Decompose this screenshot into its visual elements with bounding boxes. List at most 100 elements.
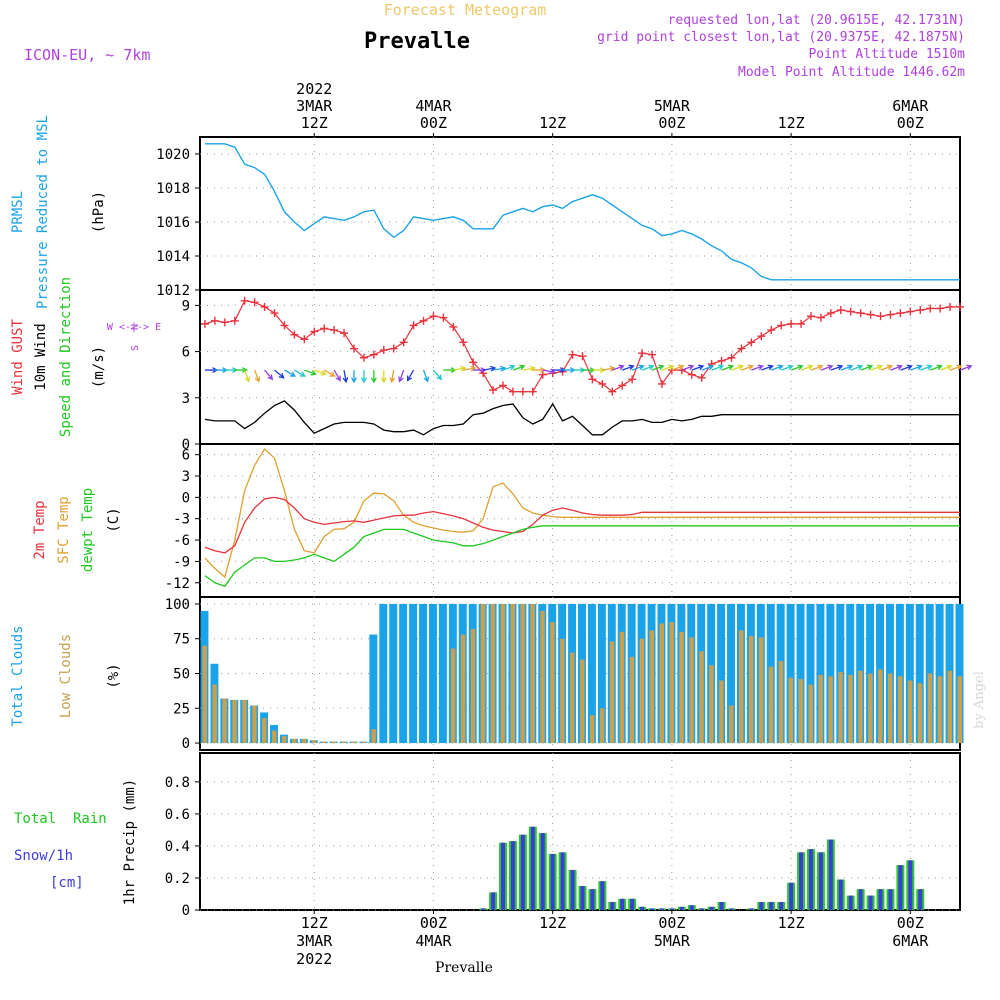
gust-point — [220, 318, 229, 327]
low-cloud-bar — [202, 645, 207, 744]
bottom-time-label: 00Z — [658, 914, 685, 932]
snow-bar — [848, 895, 853, 910]
gust-point — [727, 353, 736, 362]
temp-label-2m: 2m Temp — [32, 500, 48, 559]
wind-direction-arrow — [612, 364, 625, 371]
gust-point — [489, 386, 498, 395]
wind-direction-arrow — [840, 364, 854, 371]
gust-point — [737, 344, 746, 353]
low-cloud-bar — [907, 680, 913, 744]
total-cloud-bar — [826, 603, 835, 744]
wind-direction-arrow — [631, 364, 645, 371]
wind-direction-arrow — [910, 364, 923, 371]
cloud-panel-labels: Total Clouds Low Clouds (%) — [10, 625, 122, 726]
wind-direction-arrow — [522, 365, 537, 372]
gust-point — [449, 322, 458, 331]
wind-direction-arrow — [254, 369, 261, 383]
snow-bar — [640, 906, 645, 910]
top-time-label: 00Z — [897, 114, 924, 132]
pressure-ytick-label: 1020 — [156, 147, 190, 163]
gust-point — [638, 349, 647, 358]
wind-direction-arrow — [244, 369, 251, 383]
clouds-ytick-label: 25 — [173, 701, 190, 717]
wind-panel-labels: Wind GUST 10m Wind Speed and Direction (… — [10, 277, 161, 437]
wind-direction-arrow — [949, 364, 963, 371]
snow-bar — [520, 834, 525, 910]
low-cloud-bar — [242, 699, 247, 744]
wind-direction-arrow — [398, 369, 405, 383]
clouds-ytick-label: 0 — [182, 736, 190, 752]
low-cloud-bar — [887, 673, 893, 744]
total-cloud-bar — [727, 603, 735, 744]
wind-direction-arrow — [880, 364, 894, 371]
low-cloud-bar — [758, 637, 764, 744]
wind-unit: (m/s) — [91, 346, 107, 388]
gust-point — [767, 326, 776, 335]
temp-label-dewpt: dewpt Temp — [80, 488, 96, 572]
snow-bar — [570, 869, 575, 910]
low-cloud-bar — [301, 738, 307, 744]
total-cloud-bar — [717, 603, 726, 744]
location-title: Prevalle — [364, 29, 470, 54]
total-cloud-bar — [409, 603, 418, 744]
low-cloud-bar — [560, 638, 565, 744]
low-cloud-bar — [450, 648, 456, 744]
bottom-time-label: 3MAR — [296, 932, 333, 950]
top-time-label: 12Z — [301, 114, 328, 132]
total-cloud-bar — [399, 603, 408, 744]
wind-direction-arrow — [651, 364, 665, 371]
wind-direction-arrow — [800, 364, 814, 371]
top-time-label: 5MAR — [654, 97, 691, 115]
gust-point — [578, 352, 587, 361]
wind-direction-arrow — [929, 364, 943, 371]
low-cloud-bar — [599, 708, 605, 744]
snow-bar — [540, 833, 545, 910]
top-time-label: 3MAR — [296, 97, 333, 115]
top-time-label: 12Z — [539, 114, 566, 132]
temp-ytick-label: -6 — [173, 533, 190, 549]
snow-bar — [878, 889, 883, 910]
temp-frame — [199, 443, 961, 598]
wind-direction-arrow — [463, 365, 477, 372]
gust-point — [280, 321, 289, 330]
compass-s: S — [130, 345, 141, 351]
temp-ytick-label: -9 — [173, 554, 190, 570]
precip-label-snow: Snow/1h — [14, 848, 73, 864]
low-cloud-bar — [748, 635, 754, 744]
gust-point — [290, 330, 299, 339]
gust-point — [538, 370, 547, 379]
low-cloud-bar — [629, 656, 635, 744]
gust-point — [369, 350, 378, 359]
snow-bar — [749, 908, 754, 910]
snow-bar — [560, 852, 565, 910]
low-cloud-bar — [937, 676, 943, 744]
gust-point — [618, 381, 627, 390]
low-cloud-bar — [659, 623, 664, 744]
low-cloud-bar — [917, 683, 923, 744]
wind-ytick-label: 6 — [182, 345, 190, 361]
gust-point — [300, 335, 309, 344]
wind-direction-arrow — [830, 364, 844, 371]
wind-direction-arrow — [870, 364, 884, 371]
gust-point — [389, 344, 398, 353]
gust-point — [757, 332, 766, 341]
wind-ytick-label: 9 — [182, 298, 190, 314]
gust-point — [816, 313, 825, 322]
wind-direction-arrow — [959, 364, 973, 371]
gust-point — [797, 319, 806, 328]
total-cloud-bar — [796, 603, 805, 744]
wind-direction-arrow — [810, 364, 824, 371]
snow-bar — [888, 889, 893, 910]
low-cloud-bar — [788, 677, 794, 744]
temp-ytick-label: 3 — [182, 469, 190, 485]
total-cloud-bar — [905, 603, 914, 744]
total-cloud-bar — [419, 603, 428, 744]
sfc-temp-series — [204, 447, 960, 579]
low-cloud-bar — [470, 628, 476, 744]
low-cloud-bar — [868, 673, 873, 744]
wind-direction-arrow — [314, 369, 327, 376]
wind-direction-arrow — [761, 364, 774, 371]
gust-point — [956, 302, 964, 311]
snow-bar — [789, 882, 794, 910]
low-cloud-bar — [272, 730, 277, 744]
